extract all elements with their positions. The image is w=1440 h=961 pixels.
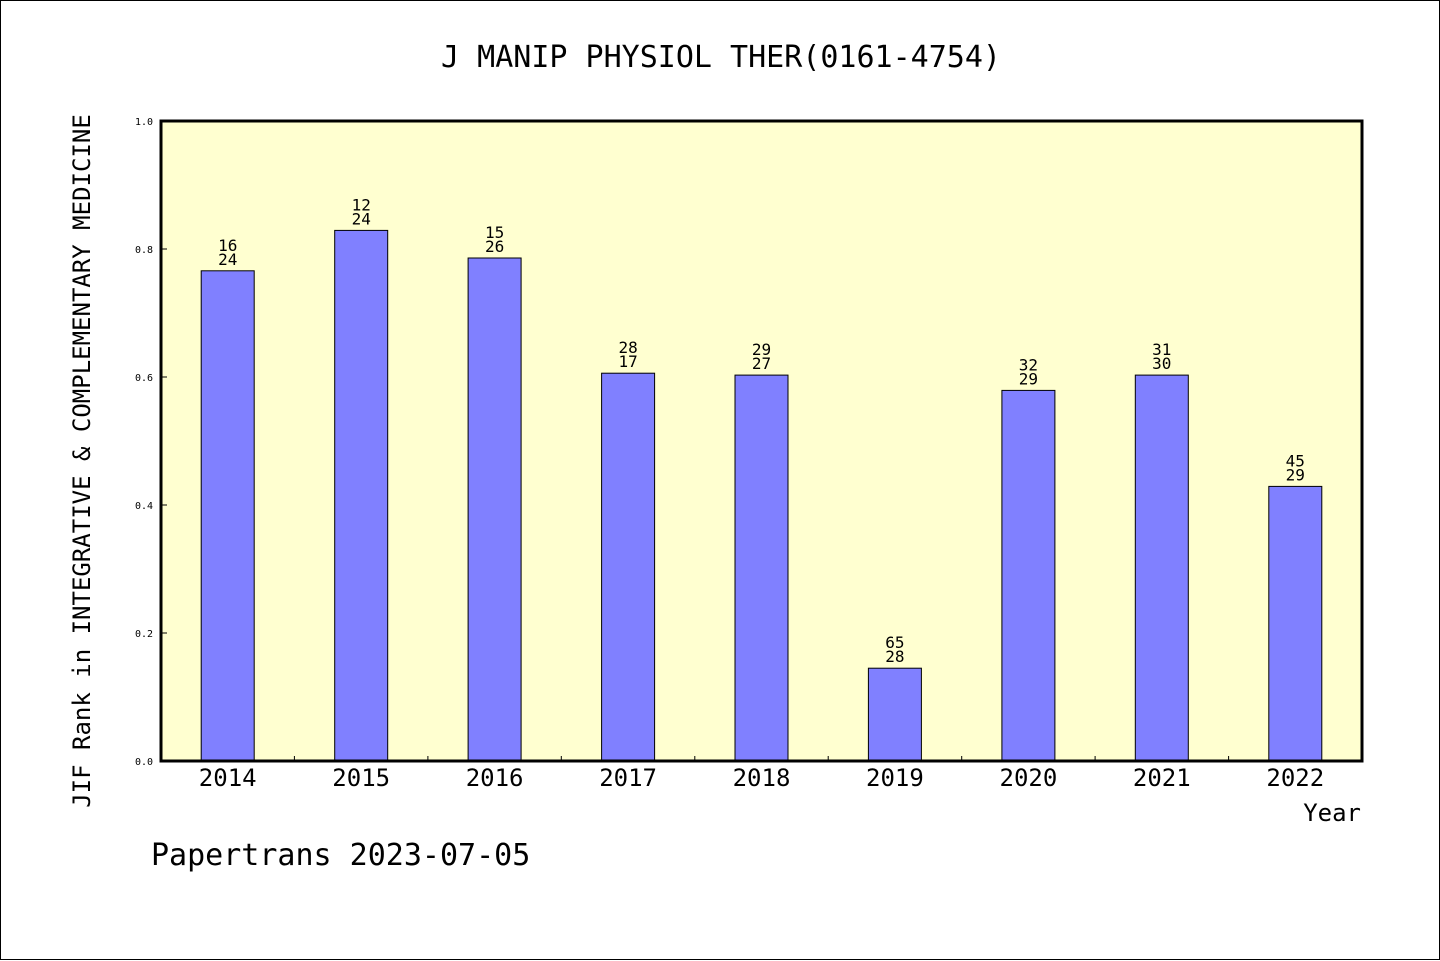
y-tick-label: 0.8 xyxy=(135,245,153,256)
bar-label-top-2019: 65 xyxy=(885,633,904,652)
bar-label-bottom-2021: 30 xyxy=(1152,354,1171,373)
bar-label-top-2017: 28 xyxy=(618,338,637,357)
bar-2018 xyxy=(734,374,789,762)
plot-border xyxy=(159,119,1364,763)
y-tick-label: 0.0 xyxy=(135,757,153,768)
bar-2017 xyxy=(601,372,656,762)
x-tick-label-2015: 2015 xyxy=(332,764,390,792)
x-tick-label-2022: 2022 xyxy=(1266,764,1324,792)
bar-2019 xyxy=(867,667,922,762)
bar-2014 xyxy=(200,270,255,762)
bar-2020 xyxy=(1001,389,1056,762)
bar-label-bottom-2017: 17 xyxy=(618,352,637,371)
footer-watermark: Papertrans 2023-07-05 xyxy=(151,838,530,873)
x-tick-label-2019: 2019 xyxy=(866,764,924,792)
bar-label-top-2015: 12 xyxy=(352,195,371,214)
x-tick-label-2016: 2016 xyxy=(466,764,524,792)
y-tick-label: 0.6 xyxy=(135,373,153,384)
x-axis-label: Year xyxy=(1303,799,1361,827)
bar-label-bottom-2019: 28 xyxy=(885,647,904,666)
bar-2021 xyxy=(1134,374,1189,762)
bar-label-bottom-2014: 24 xyxy=(218,250,237,269)
y-tick-label: 0.4 xyxy=(135,501,153,512)
bar-label-bottom-2015: 24 xyxy=(352,209,371,228)
x-tick-label-2020: 2020 xyxy=(1000,764,1058,792)
y-tick-label: 1.0 xyxy=(135,117,153,128)
bar-label-top-2021: 31 xyxy=(1152,340,1171,359)
bar-label-bottom-2018: 27 xyxy=(752,354,771,373)
ticks-layer: 2014 2015 2016 2017 2018 2019 2020 2021 2022 0.0 0… xyxy=(135,117,1324,792)
bar-2022 xyxy=(1268,485,1323,762)
x-tick-label-2018: 2018 xyxy=(733,764,791,792)
bar-label-bottom-2020: 29 xyxy=(1019,369,1038,388)
bar-label-top-2016: 15 xyxy=(485,223,504,242)
bar-label-top-2022: 45 xyxy=(1286,451,1305,470)
y-axis-label: JIF Rank in INTEGRATIVE & COMPLEMENTARY … xyxy=(68,114,96,808)
bar-label-bottom-2022: 29 xyxy=(1286,465,1305,484)
bar-label-top-2014: 16 xyxy=(218,236,237,255)
chart-title: J MANIP PHYSIOL THER(0161-4754) xyxy=(441,40,1001,75)
x-tick-label-2021: 2021 xyxy=(1133,764,1191,792)
y-tick-label: 0.2 xyxy=(135,629,153,640)
bar-2015 xyxy=(334,229,389,762)
bar-2016 xyxy=(467,257,522,762)
x-tick-label-2017: 2017 xyxy=(599,764,657,792)
bar-label-bottom-2016: 26 xyxy=(485,237,504,256)
bar-label-top-2018: 29 xyxy=(752,340,771,359)
x-tick-label-2014: 2014 xyxy=(199,764,257,792)
bar-label-top-2020: 32 xyxy=(1019,355,1038,374)
